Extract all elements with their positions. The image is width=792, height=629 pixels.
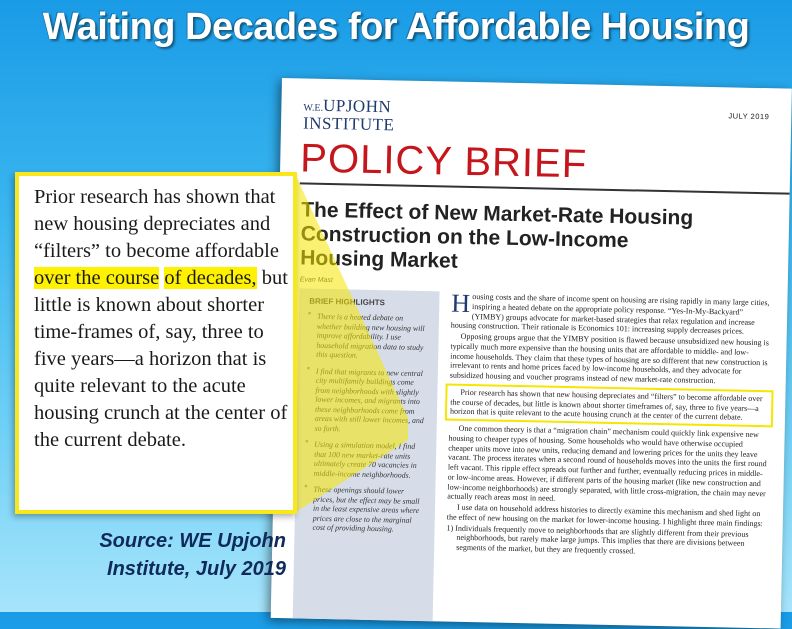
logo-we: W.E. (303, 102, 324, 114)
policy-brief-document: W.E.UPJOHN INSTITUTE JULY 2019 POLICY BR… (270, 78, 792, 629)
highlights-list: There is a heated debate on whether buil… (304, 312, 429, 535)
highlight-item: These openings should lower prices, but … (312, 485, 425, 535)
body-paragraph-highlighted: Prior research has shown that new housin… (444, 383, 774, 428)
highlights-heading: BRIEF HIGHLIGHTS (309, 296, 385, 308)
source-line-2: Institute, July 2019 (107, 558, 286, 580)
callout-text-before: Prior research has shown that new housin… (34, 186, 279, 262)
highlight-item: There is a heated debate on whether buil… (316, 312, 429, 362)
body-finding-1: 1) Individuals frequently move to neighb… (446, 523, 749, 556)
callout-highlight-1: over the course (34, 267, 160, 289)
body-paragraph-1-text: ousing costs and the share of income spe… (450, 292, 770, 336)
policy-brief-label: POLICY BRIEF (299, 136, 588, 187)
callout-highlight-2: of decades, (164, 267, 257, 289)
body-paragraph-4: One common theory is that a “migration c… (447, 423, 767, 504)
article-title: The Effect of New Market-Rate Housing Co… (300, 198, 771, 280)
drop-cap: H (451, 288, 471, 318)
callout-text-after: but little is known about shorter time-f… (34, 267, 288, 451)
highlight-item: I find that migrants to new central city… (315, 366, 428, 435)
source-credit: Source: WE Upjohn Institute, July 2019 (76, 527, 286, 583)
highlight-item: Using a simulation model, I find that 10… (314, 440, 427, 480)
upjohn-logo: W.E.UPJOHN INSTITUTE (302, 96, 395, 135)
logo-institute: INSTITUTE (302, 113, 395, 135)
brief-highlights-sidebar: BRIEF HIGHLIGHTS There is a heated debat… (292, 288, 440, 622)
document-date: JULY 2019 (728, 111, 770, 122)
quote-callout: Prior research has shown that new housin… (15, 172, 297, 514)
headline: Waiting Decades for Affordable Housing (42, 6, 750, 48)
source-line-1: Source: WE Upjohn (99, 530, 286, 552)
body-paragraph-2: Opposing groups argue that the YIMBY pos… (449, 331, 769, 386)
author: Evan Mast (299, 276, 333, 285)
